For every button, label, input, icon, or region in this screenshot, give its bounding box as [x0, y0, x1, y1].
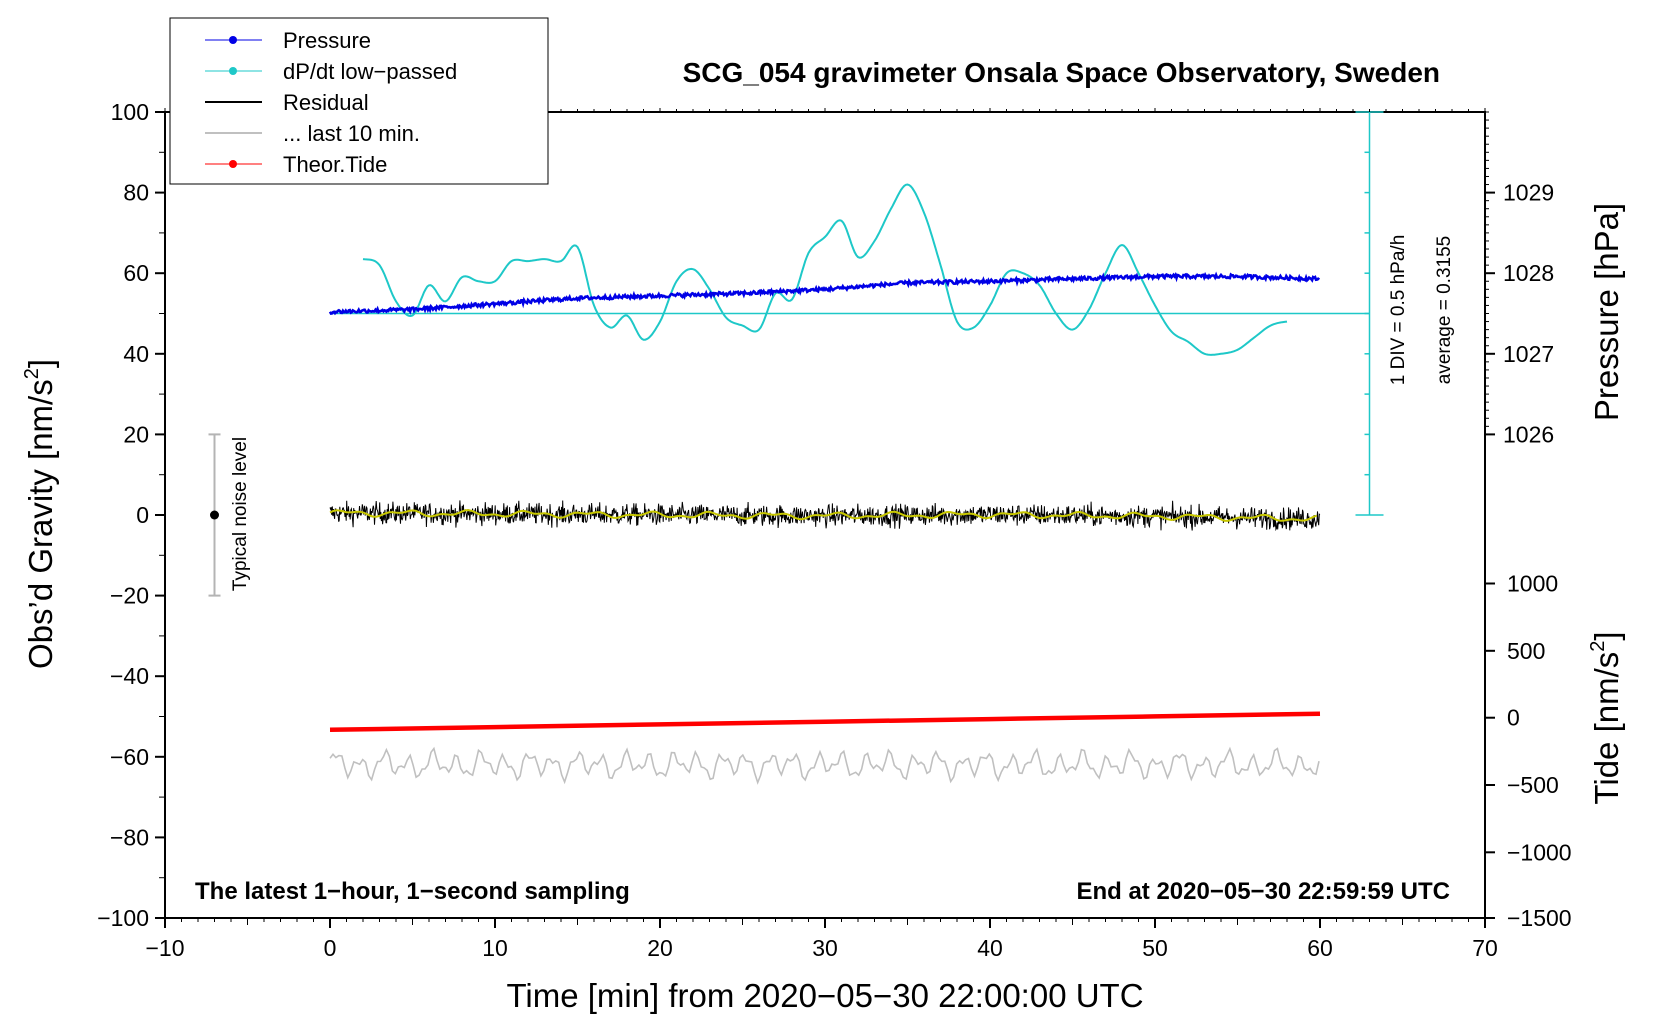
chart-title: SCG_054 gravimeter Onsala Space Observat… — [683, 57, 1440, 88]
tide-tick-label: 500 — [1507, 638, 1545, 664]
x-tick-label: 10 — [482, 935, 508, 961]
tide-tick-label: −500 — [1507, 772, 1559, 798]
x-tick-label: 0 — [324, 935, 337, 961]
x-tick-label: 60 — [1307, 935, 1333, 961]
pressure-tick-label: 1026 — [1503, 421, 1554, 447]
series-layer — [328, 183, 1321, 785]
series-theoretical-tide — [329, 711, 1321, 733]
tide-tick-label: −1500 — [1507, 905, 1572, 931]
x-axis-label: Time [min] from 2020−05−30 22:00:00 UTC — [506, 977, 1143, 1014]
pressure-tick-label: 1027 — [1503, 341, 1554, 367]
noise-level-bar — [208, 433, 221, 597]
legend-marker — [229, 67, 237, 75]
series-residual — [329, 500, 1321, 532]
y-tick-label: 20 — [123, 421, 149, 447]
legend-marker — [229, 36, 237, 44]
legend-label: dP/dt low−passed — [283, 59, 457, 84]
y-axis-label-gravity: Obs’d Gravity [nm/s2] — [21, 359, 59, 669]
y-tick-label: −20 — [110, 583, 149, 609]
legend: Pressure dP/dt low−passed Residual ... last… — [169, 17, 549, 185]
pressure-tick-label: 1028 — [1503, 260, 1554, 286]
dpdt-average-label: average = 0.3155 — [1434, 236, 1455, 384]
y-tick-label: 80 — [123, 180, 149, 206]
x-axis: −10 0 10 20 30 40 50 60 70 — [145, 108, 1498, 961]
legend-label: Residual — [283, 90, 369, 115]
x-tick-label: 50 — [1142, 935, 1168, 961]
x-tick-label: 30 — [812, 935, 838, 961]
y-tick-label: −100 — [97, 905, 149, 931]
legend-label: Pressure — [283, 28, 371, 53]
y-axis-pressure: 1029 1028 1027 1026 — [1485, 111, 1554, 447]
x-tick-label: 40 — [977, 935, 1003, 961]
pressure-tick-label: 1029 — [1503, 180, 1554, 206]
series-last-10-min — [329, 746, 1320, 785]
noise-bar-center-dot — [210, 510, 219, 520]
dpdt-scale-axis — [330, 111, 1384, 516]
tide-tick-label: 0 — [1507, 705, 1520, 731]
x-tick-label: −10 — [145, 935, 184, 961]
y-axis-label-pressure: Pressure [hPa] — [1588, 203, 1625, 421]
y-tick-label: 0 — [136, 502, 149, 528]
plot-area — [164, 111, 1486, 919]
legend-label: Theor.Tide — [283, 152, 387, 177]
x-tick-label: 70 — [1472, 935, 1498, 961]
legend-items: Pressure dP/dt low−passed Residual ... last… — [205, 28, 457, 177]
legend-label: ... last 10 min. — [283, 121, 420, 146]
annotation-end-time: End at 2020−05−30 22:59:59 UTC — [1076, 878, 1450, 905]
y-tick-label: −80 — [110, 824, 149, 850]
y-tick-label: −60 — [110, 744, 149, 770]
x-tick-label: 20 — [647, 935, 673, 961]
tide-tick-label: −1000 — [1507, 839, 1572, 865]
annotation-sampling: The latest 1−hour, 1−second sampling — [195, 878, 630, 905]
series-pressure — [328, 271, 1321, 316]
dpdt-div-label: 1 DIV = 0.5 hPa/h — [1388, 235, 1409, 386]
legend-marker — [229, 160, 237, 168]
tide-tick-label: 1000 — [1507, 571, 1558, 597]
y-tick-label: 100 — [111, 99, 149, 125]
y-tick-label: 60 — [123, 260, 149, 286]
noise-level-label: Typical noise level — [230, 437, 251, 591]
series-dpdt-low-passed — [362, 183, 1288, 356]
y-tick-label: −40 — [110, 663, 149, 689]
y-axis-gravity: 100 80 60 40 20 0 −20 −40 −60 −80 −100 — [97, 99, 165, 931]
series-residual-smoothed — [329, 509, 1318, 522]
y-tick-label: 40 — [123, 341, 149, 367]
y-axis-tide: 1000 500 0 −500 −1000 −1500 — [1485, 571, 1572, 931]
y-axis-label-tide: Tide [nm/s2] — [1587, 631, 1625, 804]
